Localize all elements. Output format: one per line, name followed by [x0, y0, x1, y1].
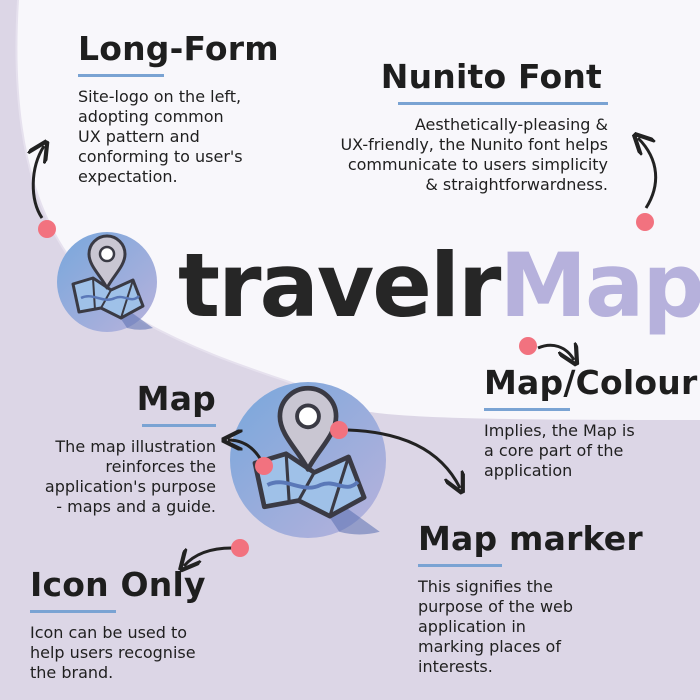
- long-form-title: Long-Form: [78, 29, 279, 68]
- nunito-font-title: Nunito Font: [380, 57, 602, 96]
- nunito-font-dot: [636, 213, 654, 231]
- long-form-arrow: [33, 146, 44, 219]
- map-colour-rule: [484, 408, 570, 411]
- icon-only-arrow: [184, 546, 233, 566]
- icon-only-callout: Icon Only Icon can be used to help users…: [30, 566, 206, 683]
- wordmark-map: Map: [499, 234, 700, 337]
- map-colour-description: Implies, the Map is a core part of the a…: [484, 421, 635, 480]
- map-description: The map illustration reinforces the appl…: [44, 437, 216, 516]
- long-form-dot: [38, 220, 56, 238]
- long-form-rule: [78, 74, 164, 77]
- map-marker-callout: Map marker This signifies the purpose of…: [418, 520, 643, 677]
- map-marker-dot: [330, 421, 348, 439]
- wordmark: travelrMap: [178, 236, 700, 336]
- map-colour-dot: [519, 337, 537, 355]
- large-map-icon: [230, 382, 386, 538]
- map-callout: Map The map illustration reinforces the …: [45, 380, 216, 517]
- map-marker-description: This signifies the purpose of the web ap…: [418, 577, 574, 676]
- map-marker-arrow: [347, 428, 460, 488]
- map-colour-arrow: [537, 345, 574, 360]
- map-marker-rule: [418, 564, 502, 567]
- map-colour-title: Map/Colour: [484, 363, 698, 402]
- map-dot: [255, 457, 273, 475]
- long-form-description: Site-logo on the left, adopting common U…: [78, 87, 243, 186]
- map-title: Map: [136, 379, 216, 418]
- map-colour-callout: Map/Colour Implies, the Map is a core pa…: [484, 364, 697, 481]
- long-form-callout: Long-Form Site-logo on the left, adoptin…: [78, 30, 279, 187]
- logo-map-icon: [55, 230, 159, 334]
- icon-only-rule: [30, 610, 116, 613]
- nunito-font-callout: Nunito Font Aesthetically-pleasing & UX-…: [340, 58, 608, 195]
- nunito-font-description: Aesthetically-pleasing & UX-friendly, th…: [340, 115, 608, 194]
- icon-only-description: Icon can be used to help users recognise…: [30, 623, 196, 682]
- nunito-font-arrow: [638, 138, 658, 209]
- wordmark-travelr: travelr: [178, 234, 501, 337]
- map-rule: [142, 424, 216, 427]
- map-marker-title: Map marker: [418, 519, 643, 558]
- nunito-font-rule: [398, 102, 608, 105]
- icon-only-title: Icon Only: [30, 565, 206, 604]
- icon-only-dot: [231, 539, 249, 557]
